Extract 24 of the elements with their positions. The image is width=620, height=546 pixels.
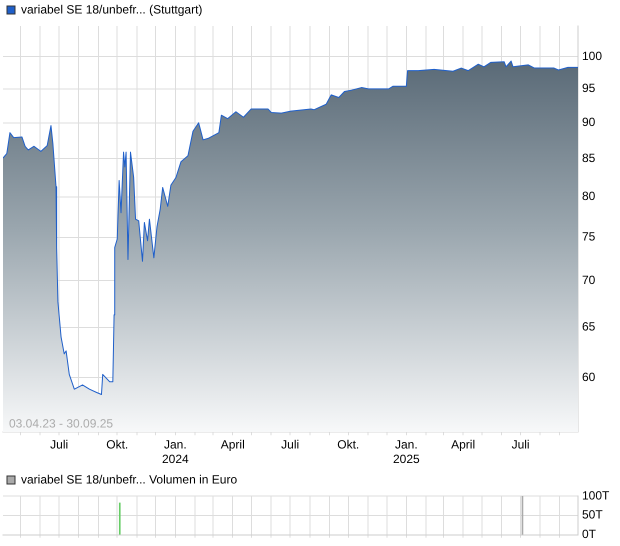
y-tick-label: 60 <box>582 370 596 384</box>
x-tick-label: April <box>451 438 476 452</box>
legend-label: variabel SE 18/unbefr... (Stuttgart) <box>21 2 202 16</box>
x-tick-label: Juli <box>512 438 530 452</box>
x-tick-label: Jan. 2024 <box>162 438 189 466</box>
y-tick-label: 65 <box>582 320 596 334</box>
y-tick-label: 80 <box>582 189 596 204</box>
y-tick-label: 75 <box>582 230 596 244</box>
y-tick-label: 95 <box>582 81 596 96</box>
x-tick-label: April <box>220 438 245 452</box>
x-tick-label: Okt. <box>337 438 360 452</box>
x-tick-label: Okt. <box>106 438 128 452</box>
y-tick-label: 100T <box>582 488 610 502</box>
y-tick-label: 70 <box>582 273 596 288</box>
y-tick-label: 50T <box>582 508 604 522</box>
y-tick-label: 90 <box>582 115 596 130</box>
y-tick-label: 0T <box>582 527 597 542</box>
x-tick-label: Juli <box>281 438 300 452</box>
annotation: 03.04.23 - 30.09.25 <box>9 416 114 431</box>
x-tick-label: Juli <box>50 438 68 452</box>
legend-label: variabel SE 18/unbefr... Volumen in Euro <box>21 472 238 486</box>
x-tick-label: Jan. 2025 <box>392 438 420 466</box>
y-tick-label: 100 <box>582 48 602 63</box>
y-tick-label: 85 <box>582 151 596 166</box>
